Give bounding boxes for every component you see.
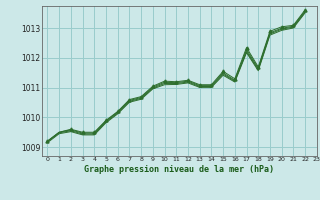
X-axis label: Graphe pression niveau de la mer (hPa): Graphe pression niveau de la mer (hPa) [84,165,274,174]
